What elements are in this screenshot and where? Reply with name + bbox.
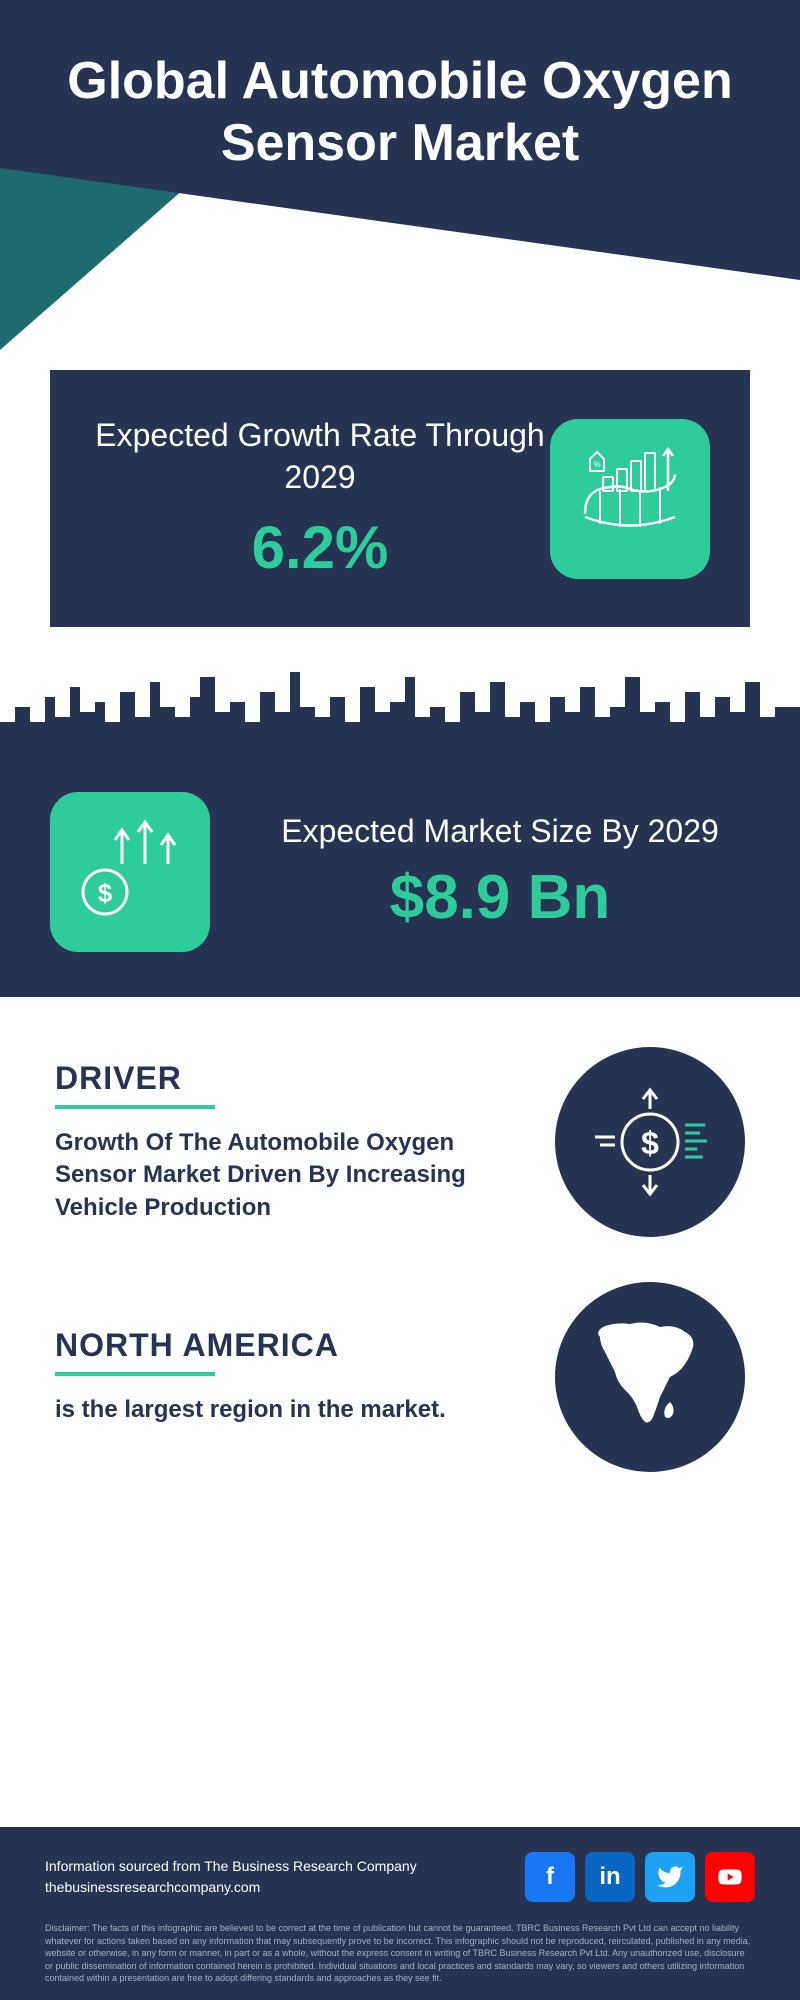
region-text-block: NORTH AMERICA is the largest region in t… bbox=[55, 1327, 525, 1426]
market-growth-icon: $ bbox=[50, 792, 210, 952]
disclaimer-text: Disclaimer: The facts of this infographi… bbox=[45, 1922, 755, 1985]
market-value: $8.9 Bn bbox=[250, 862, 750, 933]
north-america-map-icon bbox=[555, 1282, 745, 1472]
growth-text-block: Expected Growth Rate Through 2029 6.2% bbox=[90, 415, 550, 582]
driver-heading: DRIVER bbox=[55, 1060, 525, 1097]
driver-description: Growth Of The Automobile Oxygen Sensor M… bbox=[55, 1127, 525, 1224]
twitter-icon[interactable] bbox=[645, 1852, 695, 1902]
facebook-icon[interactable]: f bbox=[525, 1852, 575, 1902]
market-text-block: Expected Market Size By 2029 $8.9 Bn bbox=[250, 811, 750, 934]
header-section: Global Automobile Oxygen Sensor Market bbox=[0, 0, 800, 350]
footer-url: thebusinessresearchcompany.com bbox=[45, 1877, 417, 1898]
svg-text:$: $ bbox=[98, 878, 113, 908]
youtube-icon[interactable] bbox=[705, 1852, 755, 1902]
region-section: NORTH AMERICA is the largest region in t… bbox=[55, 1282, 745, 1472]
region-underline bbox=[55, 1372, 215, 1376]
driver-underline bbox=[55, 1105, 215, 1109]
growth-label: Expected Growth Rate Through 2029 bbox=[90, 415, 550, 498]
growth-rate-section: Expected Growth Rate Through 2029 6.2% % bbox=[50, 370, 750, 627]
region-heading: NORTH AMERICA bbox=[55, 1327, 525, 1364]
market-size-section: $ Expected Market Size By 2029 $8.9 Bn bbox=[0, 747, 800, 997]
linkedin-icon[interactable]: in bbox=[585, 1852, 635, 1902]
footer-top-row: Information sourced from The Business Re… bbox=[45, 1852, 755, 1902]
skyline-divider bbox=[0, 667, 800, 747]
region-description: is the largest region in the market. bbox=[55, 1394, 525, 1426]
infographic-title: Global Automobile Oxygen Sensor Market bbox=[0, 50, 800, 175]
social-icons-row: f in bbox=[525, 1852, 755, 1902]
svg-text:$: $ bbox=[641, 1125, 659, 1161]
driver-section: DRIVER Growth Of The Automobile Oxygen S… bbox=[55, 1047, 745, 1237]
footer-source: Information sourced from The Business Re… bbox=[45, 1856, 417, 1877]
growth-value: 6.2% bbox=[90, 513, 550, 582]
footer-section: Information sourced from The Business Re… bbox=[0, 1827, 800, 2000]
driver-dollar-icon: $ bbox=[555, 1047, 745, 1237]
svg-text:%: % bbox=[593, 460, 600, 469]
market-label: Expected Market Size By 2029 bbox=[250, 811, 750, 853]
footer-source-block: Information sourced from The Business Re… bbox=[45, 1856, 417, 1898]
growth-chart-icon: % bbox=[550, 419, 710, 579]
driver-text-block: DRIVER Growth Of The Automobile Oxygen S… bbox=[55, 1060, 525, 1224]
